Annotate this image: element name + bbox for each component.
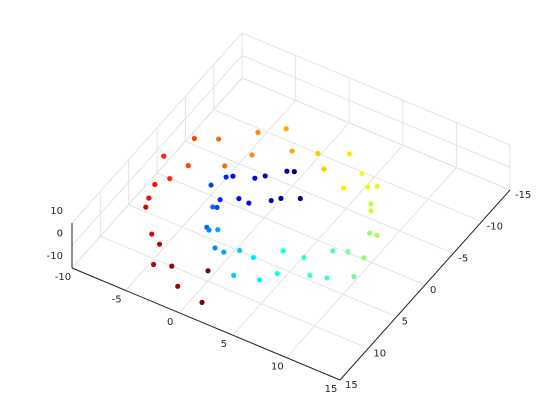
point bbox=[169, 263, 175, 269]
point bbox=[321, 166, 327, 172]
y-tick-label: 15 bbox=[345, 380, 358, 391]
grid-line bbox=[128, 204, 397, 318]
grid-line bbox=[71, 55, 243, 246]
point bbox=[307, 272, 313, 279]
x-tick-label: 5 bbox=[221, 339, 227, 350]
grid-line bbox=[100, 235, 369, 349]
x-tick-label: 10 bbox=[271, 362, 284, 373]
y-tick-label: 5 bbox=[402, 317, 408, 328]
point bbox=[236, 195, 242, 202]
grid-line bbox=[213, 109, 482, 223]
grid-line bbox=[71, 32, 243, 224]
point bbox=[246, 200, 252, 206]
point bbox=[221, 249, 227, 255]
point bbox=[361, 255, 367, 261]
x-tick-label: -5 bbox=[112, 294, 122, 305]
point bbox=[250, 254, 257, 261]
point bbox=[205, 268, 211, 274]
point bbox=[374, 183, 380, 189]
points bbox=[143, 126, 380, 305]
point bbox=[374, 232, 380, 238]
point bbox=[256, 277, 263, 283]
y-axis bbox=[339, 189, 511, 381]
grid-line bbox=[156, 172, 426, 286]
point bbox=[368, 201, 374, 207]
point bbox=[367, 230, 373, 236]
point bbox=[191, 135, 197, 142]
point bbox=[199, 299, 205, 305]
x-axis bbox=[71, 267, 341, 381]
point bbox=[368, 208, 374, 214]
point bbox=[230, 173, 236, 179]
point bbox=[330, 248, 336, 254]
x-tick-label: 15 bbox=[325, 384, 338, 395]
point bbox=[212, 245, 218, 251]
z-tick-label: -10 bbox=[47, 251, 63, 262]
y-tick-label: -15 bbox=[515, 190, 531, 201]
point bbox=[175, 283, 181, 289]
point bbox=[214, 204, 220, 211]
x-tick-label: -10 bbox=[55, 272, 71, 283]
point bbox=[289, 148, 295, 154]
point bbox=[150, 261, 157, 268]
z-tick-label: 0 bbox=[57, 229, 63, 240]
point bbox=[210, 204, 216, 210]
point bbox=[146, 195, 152, 201]
point bbox=[280, 248, 286, 254]
point bbox=[143, 204, 149, 210]
grid-line bbox=[241, 77, 511, 191]
point bbox=[216, 136, 222, 142]
point bbox=[149, 231, 155, 237]
point bbox=[249, 152, 255, 158]
y-tick-label: 0 bbox=[430, 285, 436, 296]
point bbox=[291, 169, 297, 175]
z-tick-label: 10 bbox=[50, 206, 63, 217]
point bbox=[231, 272, 237, 278]
axes: -10 -5 0 5 10 15 -15 -10 -5 0 5 10 15 -10 0 10 bbox=[47, 189, 531, 395]
point bbox=[297, 195, 303, 202]
point bbox=[365, 184, 371, 190]
grid-line bbox=[241, 32, 511, 146]
y-tick-label: 10 bbox=[373, 348, 386, 359]
point bbox=[208, 182, 214, 188]
point bbox=[283, 126, 289, 132]
point bbox=[262, 173, 268, 179]
x-tick-label: 0 bbox=[167, 317, 173, 328]
grid-line bbox=[241, 55, 511, 168]
point bbox=[324, 275, 330, 281]
point bbox=[156, 241, 163, 247]
point bbox=[351, 273, 357, 280]
point bbox=[278, 195, 284, 201]
point bbox=[222, 163, 228, 169]
point bbox=[268, 197, 274, 204]
point bbox=[167, 176, 173, 182]
point bbox=[345, 249, 351, 255]
point bbox=[284, 168, 290, 174]
point bbox=[346, 151, 353, 157]
point bbox=[252, 175, 258, 181]
y-tick-label: -5 bbox=[458, 253, 468, 264]
point bbox=[206, 227, 212, 233]
point bbox=[315, 150, 321, 156]
point bbox=[274, 270, 280, 277]
point bbox=[359, 170, 365, 177]
point bbox=[223, 174, 229, 180]
point bbox=[237, 247, 243, 254]
point bbox=[215, 227, 221, 233]
grid-line bbox=[71, 77, 243, 269]
point bbox=[185, 163, 191, 169]
point bbox=[161, 153, 167, 159]
grid-line bbox=[185, 140, 454, 254]
point bbox=[301, 254, 307, 261]
point bbox=[217, 197, 223, 203]
point bbox=[152, 181, 158, 188]
point bbox=[255, 129, 261, 135]
point bbox=[340, 185, 347, 191]
y-tick-label: -10 bbox=[487, 222, 503, 233]
